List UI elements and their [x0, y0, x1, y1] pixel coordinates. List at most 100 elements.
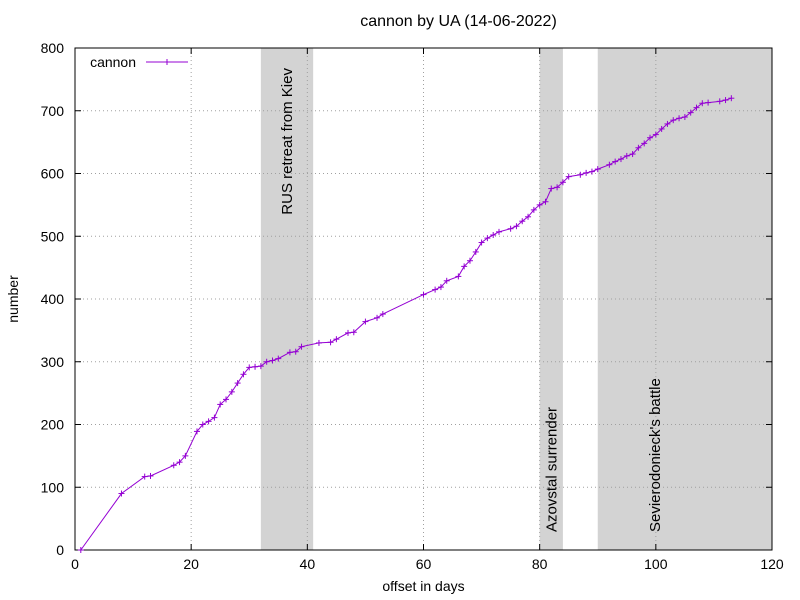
- data-point: [623, 152, 630, 159]
- data-point: [228, 388, 235, 395]
- data-point: [211, 414, 218, 421]
- data-point: [583, 169, 590, 176]
- data-point: [716, 98, 723, 105]
- data-point: [437, 284, 444, 291]
- data-point: [420, 291, 427, 298]
- data-point: [728, 95, 735, 102]
- data-point: [374, 314, 381, 321]
- legend-label: cannon: [90, 54, 136, 70]
- y-tick-label: 600: [41, 166, 65, 182]
- data-point: [141, 473, 148, 480]
- data-point: [466, 257, 473, 264]
- data-point: [676, 115, 683, 122]
- data-point: [536, 201, 543, 208]
- data-point: [635, 144, 642, 151]
- data-point: [443, 277, 450, 284]
- data-point: [525, 213, 532, 220]
- x-tick-label: 120: [760, 556, 784, 572]
- data-point: [617, 156, 624, 163]
- data-point: [263, 358, 270, 365]
- data-point: [693, 104, 700, 111]
- data-point: [147, 472, 154, 479]
- x-tick-label: 100: [644, 556, 668, 572]
- y-tick-label: 800: [41, 40, 65, 56]
- data-point: [490, 231, 497, 238]
- data-point: [664, 120, 671, 127]
- data-point: [170, 462, 177, 469]
- data-point: [246, 364, 253, 371]
- data-point: [344, 329, 351, 336]
- data-point: [176, 459, 183, 466]
- data-point: [629, 151, 636, 158]
- data-point: [548, 185, 555, 192]
- data-point: [275, 355, 282, 362]
- data-point: [193, 428, 200, 435]
- data-point: [507, 225, 514, 232]
- data-point: [641, 140, 648, 147]
- y-axis-label: number: [5, 275, 21, 323]
- data-point: [647, 134, 654, 141]
- shaded-region-label: Azovstal surrender: [543, 407, 560, 532]
- shaded-regions-layer: [260, 48, 772, 550]
- data-point: [257, 363, 264, 370]
- data-point: [565, 173, 572, 180]
- data-point: [350, 329, 357, 336]
- y-tick-label: 500: [41, 228, 65, 244]
- y-tick-label: 300: [41, 354, 65, 370]
- data-point: [362, 318, 369, 325]
- data-point: [542, 198, 549, 205]
- data-point: [722, 97, 729, 104]
- data-point: [594, 166, 601, 173]
- data-point: [199, 421, 206, 428]
- data-point: [298, 343, 305, 350]
- data-point: [658, 125, 665, 132]
- shaded-region-label: Sevierodonieck's battle: [647, 378, 664, 532]
- shaded-region-label: RUS retreat from Kiev: [279, 68, 296, 215]
- y-tick-label: 0: [56, 542, 64, 558]
- x-tick-label: 60: [416, 556, 432, 572]
- y-tick-label: 200: [41, 417, 65, 433]
- data-point: [461, 263, 468, 270]
- data-point: [333, 336, 340, 343]
- data-point: [269, 357, 276, 364]
- data-point: [286, 349, 293, 356]
- data-point: [496, 228, 503, 235]
- data-point: [205, 418, 212, 425]
- data-point: [687, 109, 694, 116]
- x-tick-label: 0: [71, 556, 79, 572]
- chart-title: cannon by UA (14-06-2022): [360, 13, 557, 30]
- data-point: [513, 223, 520, 230]
- data-point: [472, 248, 479, 255]
- data-point: [234, 380, 241, 387]
- data-point: [530, 206, 537, 213]
- data-point: [606, 161, 613, 168]
- x-axis-label: offset in days: [382, 578, 464, 594]
- data-point: [77, 547, 84, 553]
- data-point: [240, 371, 247, 378]
- data-point: [223, 396, 230, 403]
- grid-layer: [75, 48, 772, 550]
- x-tick-label: 40: [300, 556, 316, 572]
- axis-layer: 0 20 40 60 80 100 120 0 100 200 300 400 500 600 700 800: [41, 40, 784, 572]
- data-layer: [77, 95, 735, 553]
- data-point: [315, 339, 322, 346]
- y-tick-label: 400: [41, 291, 65, 307]
- data-point: [327, 339, 334, 346]
- data-point: [652, 131, 659, 138]
- data-point: [559, 179, 566, 186]
- y-tick-label: 100: [41, 479, 65, 495]
- data-point: [252, 363, 259, 370]
- data-point: [554, 184, 561, 191]
- data-point: [432, 286, 439, 293]
- data-point: [699, 100, 706, 107]
- data-point: [681, 114, 688, 121]
- data-point: [217, 401, 224, 408]
- x-tick-label: 20: [183, 556, 199, 572]
- x-tick-label: 80: [532, 556, 548, 572]
- data-point: [612, 158, 619, 165]
- data-point: [455, 273, 462, 280]
- label-layer: cannon by UA (14-06-2022) offset in days n…: [5, 13, 664, 594]
- data-point: [182, 452, 189, 459]
- data-point: [484, 235, 491, 242]
